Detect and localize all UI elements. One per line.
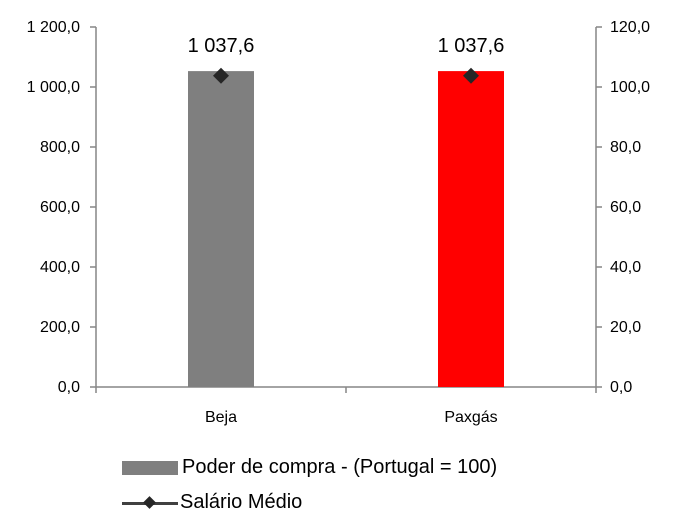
y-left-tick-label: 1 200,0 [27, 19, 80, 36]
legend-bar-swatch [122, 460, 178, 475]
y-left-tick-label: 1 000,0 [27, 79, 80, 96]
y-left-tick-label: 800,0 [40, 139, 80, 156]
data-label: 1 037,6 [188, 35, 255, 57]
bar [188, 71, 254, 387]
legend-line-label: Salário Médio [180, 491, 303, 513]
y-right-tick-label: 80,0 [610, 139, 641, 156]
bar [438, 71, 504, 387]
chart-axes: 0,0 200,0 400,0 600,0 800,0 1 000,0 1 200,0 0,0… [27, 19, 651, 426]
y-left-tick-label: 400,0 [40, 259, 80, 276]
y-left-tick-label: 0,0 [58, 379, 80, 396]
legend-diamond-marker [143, 495, 156, 509]
legend-line-entry: Salário Médio [122, 491, 302, 514]
y-right-tick-label: 0,0 [610, 379, 632, 396]
y-right-tick-label: 120,0 [610, 19, 650, 36]
y-right-tick-label: 60,0 [610, 199, 641, 216]
legend-bar-entry: Poder de compra - (Portugal = 100) [122, 456, 497, 479]
y-right-tick-label: 100,0 [610, 79, 650, 96]
y-right-tick-label: 40,0 [610, 259, 641, 276]
salario-marker [463, 67, 479, 84]
x-tick-label: Paxgás [444, 409, 497, 426]
y-left-tick-label: 200,0 [40, 319, 80, 336]
chart-bars [188, 71, 504, 387]
legend-bar-label: Poder de compra - (Portugal = 100) [182, 456, 498, 478]
y-right-tick-label: 20,0 [610, 319, 641, 336]
x-tick-label: Beja [205, 409, 237, 426]
legend-line-swatch [122, 495, 178, 510]
chart-labels: 1 037,6 1 037,6 [188, 35, 505, 57]
data-label: 1 037,6 [438, 35, 505, 57]
salario-marker [213, 67, 229, 84]
y-left-tick-label: 600,0 [40, 199, 80, 216]
chart-markers [213, 67, 479, 84]
